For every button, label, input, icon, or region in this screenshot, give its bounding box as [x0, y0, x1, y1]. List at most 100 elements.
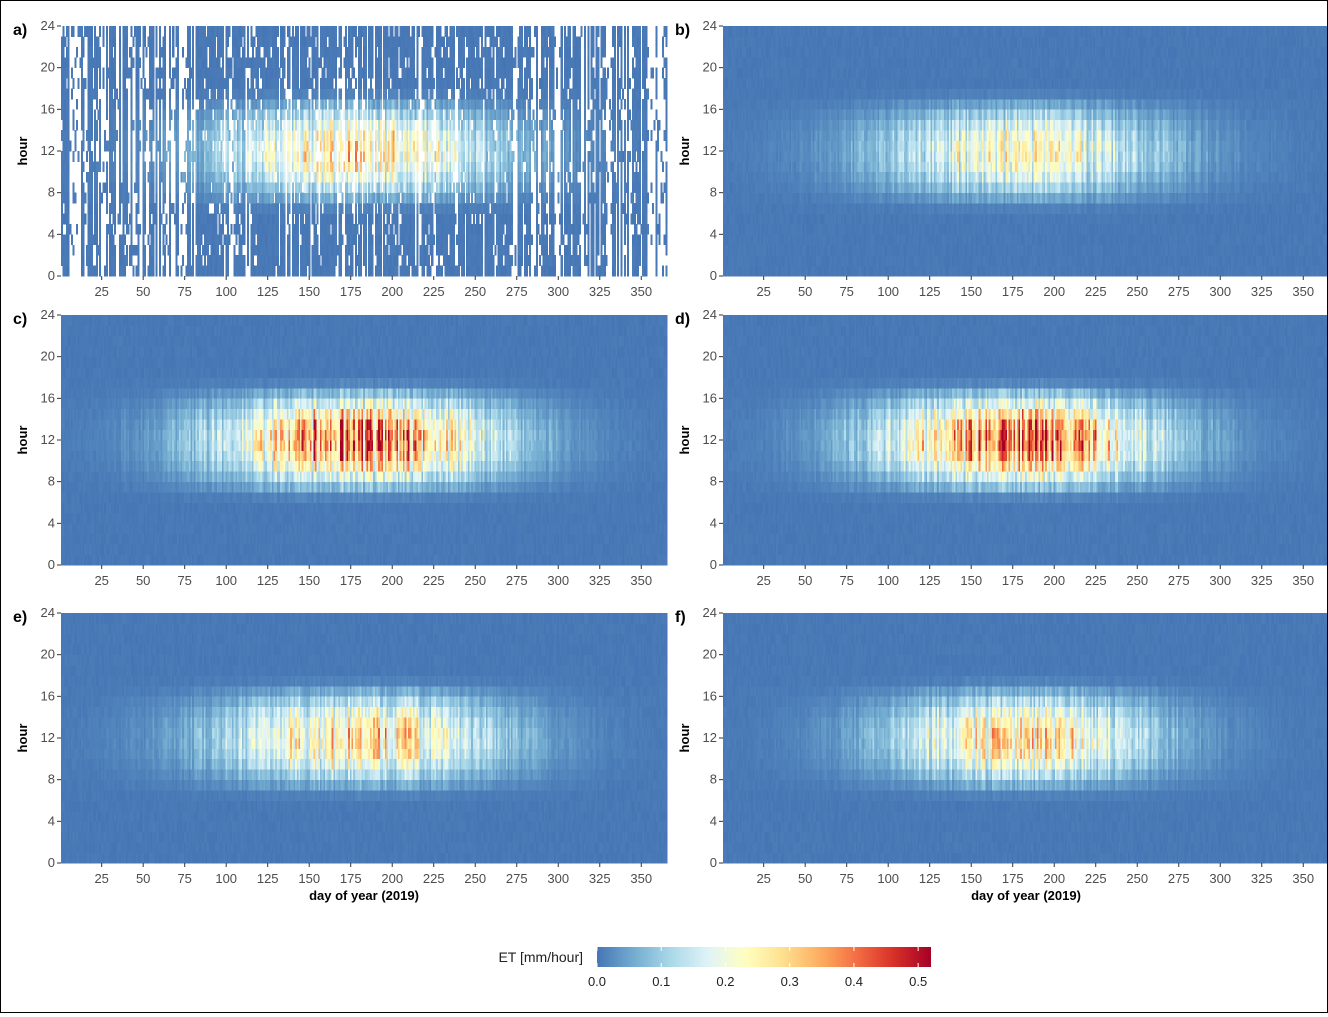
heatmap-cell — [159, 224, 161, 235]
heatmap-cell — [114, 47, 116, 58]
heatmap-cell — [76, 224, 78, 235]
heatmap-cell — [99, 26, 101, 37]
heatmap-cell — [131, 224, 133, 235]
heatmap-cell — [71, 68, 73, 79]
heatmap-cell — [189, 245, 191, 256]
heatmap-cell — [76, 47, 78, 58]
heatmap-cell — [177, 130, 179, 141]
heatmap-cell — [219, 57, 221, 68]
heatmap-cell — [192, 89, 194, 100]
heatmap-cell — [114, 57, 116, 68]
heatmap-cell — [111, 224, 113, 235]
heatmap-cell — [239, 224, 241, 235]
heatmap-cell — [144, 245, 146, 256]
heatmap-cell — [159, 26, 161, 37]
heatmap-cell — [144, 224, 146, 235]
heatmap-cell — [230, 99, 232, 110]
heatmap-cell — [137, 234, 139, 245]
heatmap-cell — [177, 234, 179, 245]
heatmap-cell — [91, 193, 93, 204]
heatmap-cell — [152, 26, 154, 37]
heatmap-cell — [99, 255, 101, 266]
heatmap-cell — [219, 130, 221, 141]
heatmap-cell — [68, 26, 70, 37]
heatmap-cell — [156, 255, 158, 266]
heatmap-cell — [73, 120, 75, 131]
heatmap-cell — [76, 99, 78, 110]
heatmap-cell — [137, 99, 139, 110]
heatmap-cell — [161, 214, 163, 225]
heatmap-cell — [61, 224, 63, 235]
heatmap-cell — [91, 224, 93, 235]
heatmap-cell — [222, 266, 224, 277]
heatmap-cell — [227, 224, 229, 235]
heatmap-cell — [106, 245, 108, 256]
heatmap-cell — [229, 234, 231, 245]
heatmap-cell — [164, 193, 166, 204]
heatmap-cell — [111, 151, 113, 162]
heatmap-cell — [144, 26, 146, 37]
heatmap-cell — [106, 266, 108, 277]
heatmap-cell — [159, 130, 161, 141]
heatmap-cell — [219, 120, 221, 131]
heatmap-cell — [99, 57, 101, 68]
heatmap-cell — [119, 57, 121, 68]
heatmap-cell — [81, 172, 83, 183]
heatmap-cell — [114, 214, 116, 225]
heatmap-cell — [200, 255, 202, 266]
heatmap-cell — [73, 182, 75, 193]
heatmap-cell — [96, 78, 98, 89]
heatmap-cell — [227, 245, 229, 256]
heatmap-cell — [227, 193, 229, 204]
heatmap-cell — [126, 182, 128, 193]
heatmap-cell — [106, 109, 108, 120]
heatmap-cell — [106, 26, 108, 37]
heatmap-cell — [74, 130, 76, 141]
heatmap-cell — [74, 193, 76, 204]
heatmap-cell — [126, 245, 128, 256]
heatmap-cell — [202, 78, 204, 89]
heatmap-cell — [114, 120, 116, 131]
heatmap-cell — [74, 141, 76, 152]
heatmap-cell — [156, 172, 158, 183]
heatmap-cell — [122, 224, 124, 235]
heatmap-cell — [94, 109, 96, 120]
heatmap-cell — [73, 151, 75, 162]
heatmap-cell — [106, 57, 108, 68]
heatmap-cell — [152, 172, 154, 183]
heatmap-cell — [200, 130, 202, 141]
heatmap-cell — [144, 182, 146, 193]
heatmap-cell — [177, 120, 179, 131]
heatmap-cell — [84, 193, 86, 204]
heatmap-cell — [136, 214, 138, 225]
heatmap-cell — [152, 234, 154, 245]
heatmap-cell — [106, 36, 108, 47]
heatmap-cell — [159, 141, 161, 152]
heatmap-cell — [126, 203, 128, 214]
heatmap-cell — [159, 255, 161, 266]
heatmap-cell — [126, 57, 128, 68]
heatmap-cell — [169, 193, 171, 204]
heatmap-cell — [96, 68, 98, 79]
heatmap-cell — [83, 36, 85, 47]
heatmap-cell — [78, 151, 80, 162]
heatmap-cell — [152, 130, 154, 141]
heatmap-cell — [207, 203, 209, 214]
heatmap-cell — [164, 26, 166, 37]
heatmap-cell — [99, 161, 101, 172]
heatmap-cell — [119, 120, 121, 131]
heatmap-cell — [177, 182, 179, 193]
heatmap-cell — [159, 57, 161, 68]
heatmap-cell — [73, 245, 75, 256]
heatmap-cell — [84, 78, 86, 89]
heatmap-cell — [169, 26, 171, 37]
heatmap-cell — [114, 224, 116, 235]
heatmap-cell — [137, 78, 139, 89]
heatmap-cell — [189, 193, 191, 204]
heatmap-cell — [182, 47, 184, 58]
heatmap-cell — [106, 89, 108, 100]
heatmap-cell — [222, 89, 224, 100]
heatmap-cell — [131, 203, 133, 214]
